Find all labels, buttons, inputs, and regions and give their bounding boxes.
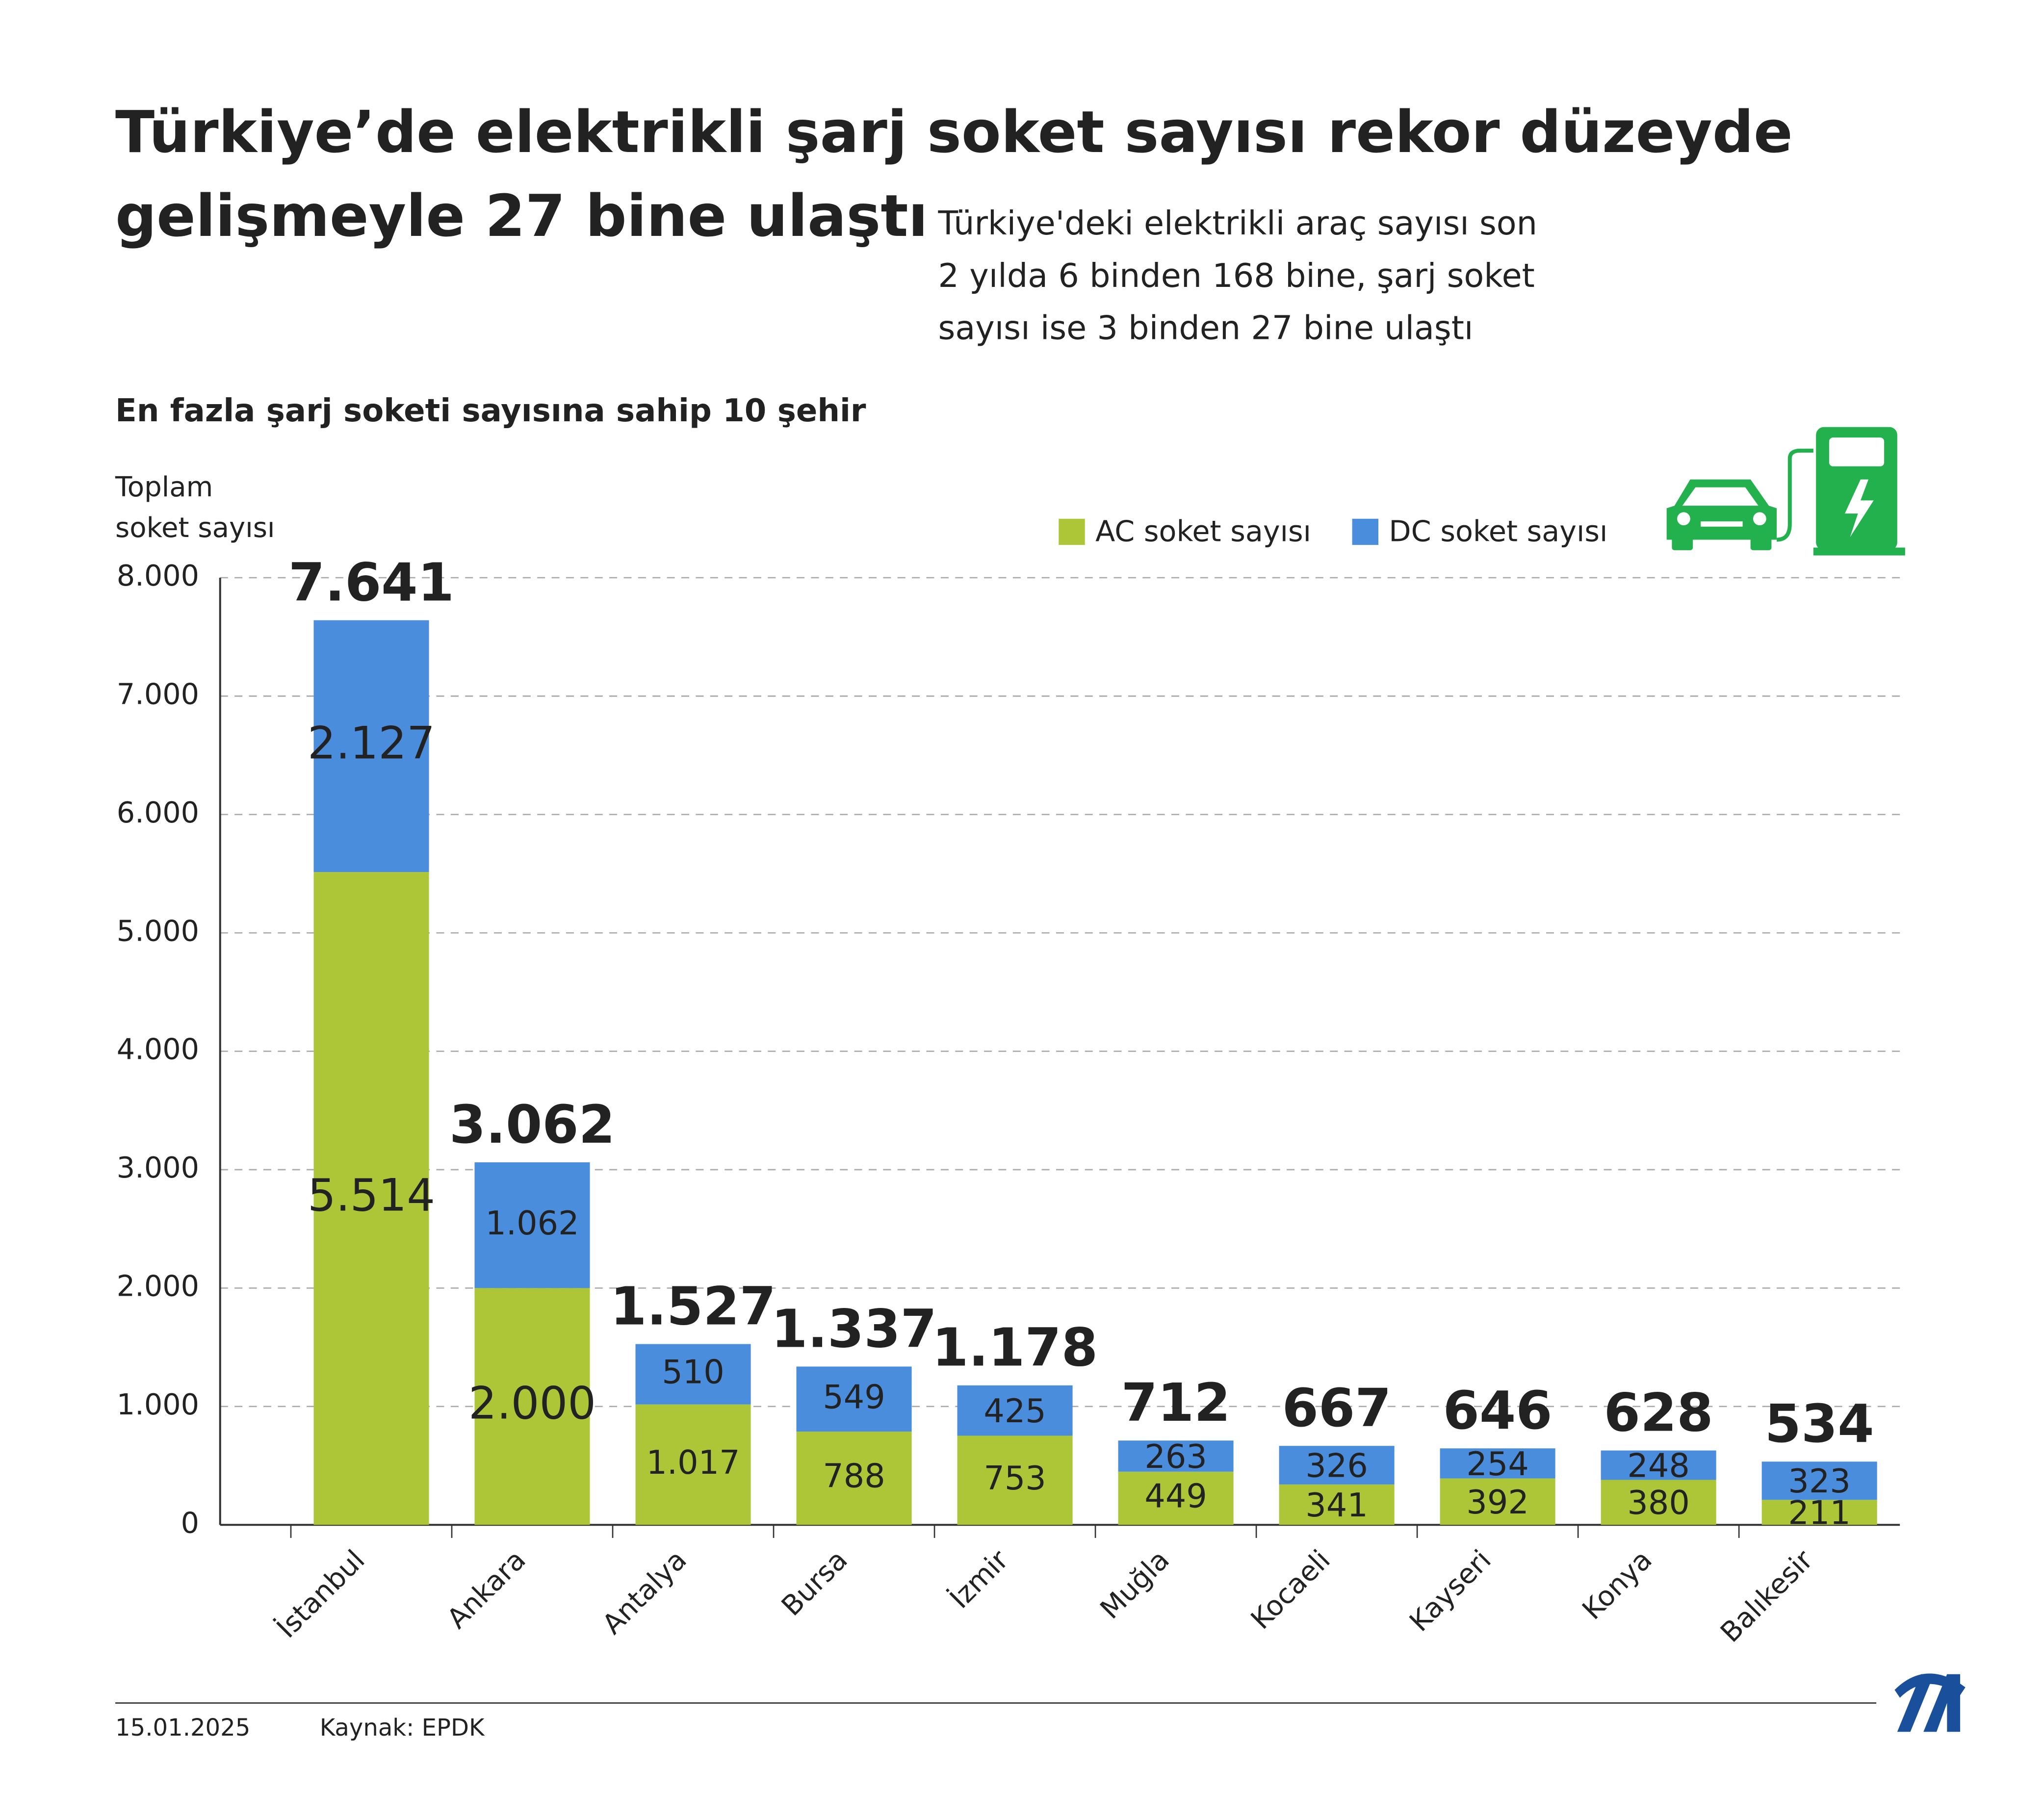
value-label: 326	[1305, 1446, 1368, 1485]
value-label: 549	[823, 1378, 885, 1416]
x-tick-label: Kayseri	[1403, 1544, 1497, 1638]
total-label: 1.337	[771, 1299, 937, 1359]
value-label: 341	[1305, 1486, 1368, 1524]
value-label: 753	[983, 1459, 1046, 1497]
bar-segment	[1118, 1471, 1234, 1525]
x-tick-label: Ankara	[441, 1544, 532, 1635]
footer-date: 15.01.2025	[115, 1714, 250, 1742]
bar-segment	[1601, 1450, 1716, 1480]
value-label: 449	[1144, 1477, 1207, 1515]
y-tick-label: 3.000	[117, 1151, 199, 1184]
subtitle-line: Türkiye'deki elektrikli araç sayısı son	[938, 204, 1537, 242]
value-label: 248	[1627, 1446, 1689, 1485]
x-tick-label: Kocaeli	[1245, 1544, 1337, 1636]
bar-segment	[1279, 1446, 1395, 1485]
y-tick-label: 5.000	[117, 914, 199, 948]
total-label: 712	[1121, 1373, 1231, 1434]
total-label: 7.641	[288, 552, 454, 613]
bar-segment	[635, 1404, 751, 1525]
y-tick-label: 6.000	[117, 795, 199, 829]
bar-segment	[1601, 1480, 1716, 1525]
legend-label: DC soket sayısı	[1389, 514, 1607, 548]
bar-segment	[1440, 1448, 1555, 1479]
value-label: 2.127	[308, 717, 435, 769]
x-tick-label: Konya	[1577, 1544, 1658, 1626]
legend-swatch	[1352, 518, 1379, 545]
bar-segment	[474, 1162, 590, 1288]
bar-segment	[635, 1344, 751, 1405]
bar-segment	[313, 872, 429, 1525]
bar-segment	[957, 1385, 1073, 1436]
x-tick-label: Muğla	[1094, 1544, 1176, 1625]
legend-label: AC soket sayısı	[1095, 514, 1311, 548]
bar-segment	[957, 1435, 1073, 1525]
total-label: 1.178	[932, 1318, 1098, 1379]
y-tick-label: 0	[181, 1506, 199, 1539]
y-axis-label: Toplam	[115, 471, 213, 503]
subtitle-line: 2 yılda 6 binden 168 bine, şarj soket	[938, 256, 1535, 295]
bar-segment	[1761, 1500, 1877, 1525]
bar-segment	[796, 1366, 912, 1432]
x-tick-label: Bursa	[776, 1544, 854, 1622]
charger-icon	[1813, 427, 1905, 556]
y-tick-label: 2.000	[117, 1269, 199, 1303]
aa-logo	[1894, 1673, 1966, 1732]
value-label: 323	[1788, 1462, 1850, 1500]
total-label: 3.062	[449, 1095, 615, 1155]
total-label: 646	[1443, 1381, 1552, 1441]
bar-segment	[1118, 1440, 1234, 1472]
title-line: gelişmeyle 27 bine ulaştı	[115, 182, 928, 250]
cable	[1776, 448, 1813, 542]
value-label: 263	[1144, 1437, 1207, 1476]
value-label: 392	[1466, 1483, 1528, 1521]
value-label: 2.000	[468, 1378, 596, 1430]
bar-segment	[1761, 1461, 1877, 1500]
total-label: 534	[1765, 1394, 1874, 1455]
bar-segment	[474, 1288, 590, 1525]
value-label: 254	[1466, 1445, 1528, 1483]
total-label: 628	[1604, 1383, 1713, 1443]
x-tick-label: İzmir	[943, 1543, 1015, 1614]
total-label: 1.527	[610, 1276, 776, 1337]
bar-segment	[1440, 1478, 1555, 1525]
value-label: 211	[1788, 1494, 1850, 1532]
chart-title: En fazla şarj soketi sayısına sahip 10 ş…	[115, 393, 866, 429]
value-label: 5.514	[308, 1170, 435, 1222]
y-tick-label: 7.000	[117, 677, 199, 711]
car-icon	[1666, 479, 1777, 550]
subtitle-line: sayısı ise 3 binden 27 bine ulaştı	[938, 309, 1474, 347]
value-label: 1.062	[485, 1204, 579, 1242]
footer-source: Kaynak: EPDK	[320, 1714, 485, 1742]
x-tick-label: İstanbul	[270, 1543, 371, 1644]
y-tick-label: 4.000	[117, 1032, 199, 1066]
value-label: 510	[662, 1353, 724, 1391]
bar-segment	[313, 620, 429, 872]
bar-segment	[796, 1431, 912, 1525]
value-label: 788	[823, 1457, 885, 1495]
value-label: 380	[1627, 1484, 1689, 1522]
x-tick-label: Antalya	[596, 1544, 693, 1640]
y-tick-label: 8.000	[117, 559, 199, 592]
total-label: 667	[1282, 1378, 1392, 1439]
legend-swatch	[1059, 518, 1085, 545]
value-label: 1.017	[646, 1443, 740, 1482]
value-label: 425	[983, 1392, 1046, 1430]
y-axis-label: soket sayısı	[115, 512, 275, 544]
bar-segment	[1279, 1484, 1395, 1525]
x-tick-label: Balıkesir	[1714, 1544, 1819, 1649]
y-tick-label: 1.000	[117, 1387, 199, 1421]
title-line: Türkiye’de elektrikli şarj soket sayısı …	[115, 99, 1793, 166]
